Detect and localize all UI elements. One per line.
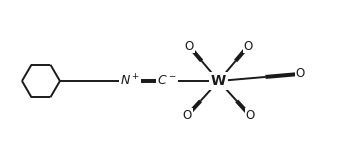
Text: O: O bbox=[244, 40, 253, 52]
Text: O: O bbox=[295, 67, 305, 81]
Text: W: W bbox=[211, 74, 226, 88]
Text: O: O bbox=[184, 40, 194, 52]
Text: $N^+$: $N^+$ bbox=[120, 73, 141, 89]
Text: O: O bbox=[246, 109, 255, 122]
Text: $C^-$: $C^-$ bbox=[157, 75, 177, 87]
Text: O: O bbox=[183, 109, 192, 122]
